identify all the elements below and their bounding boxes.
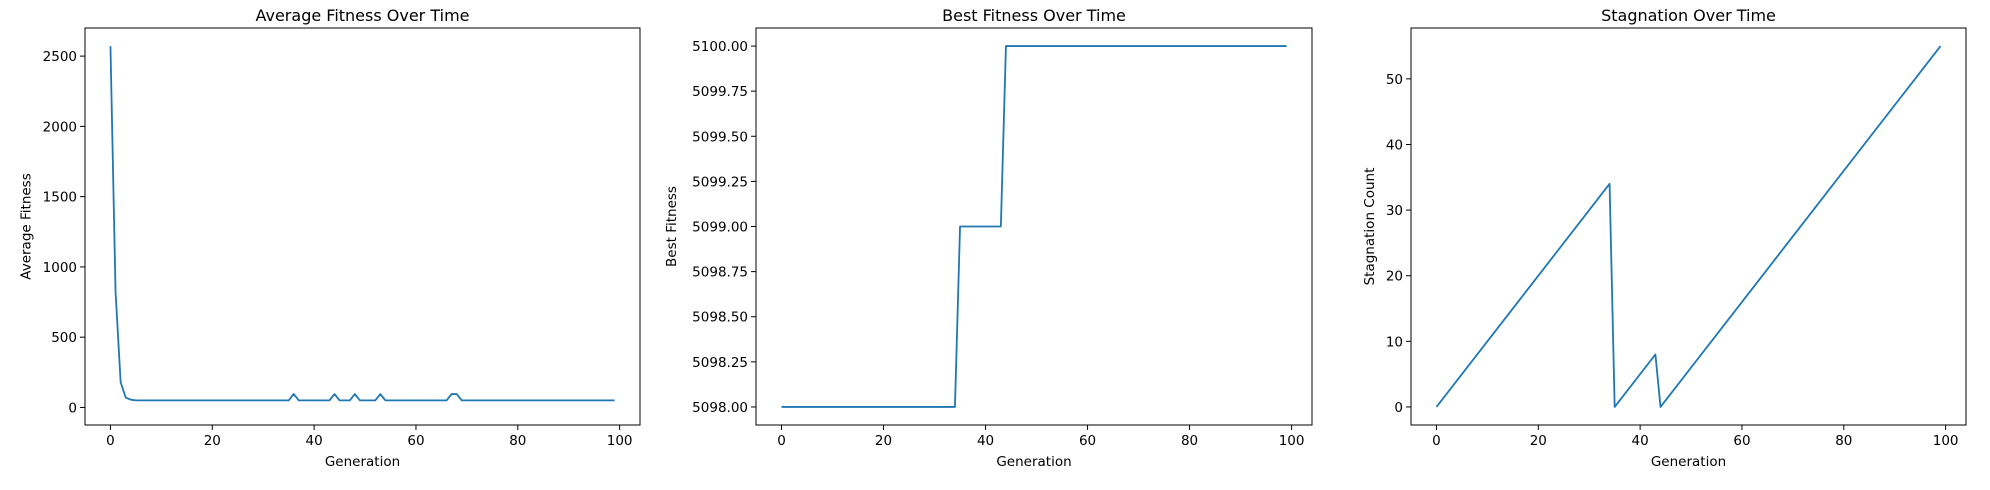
- series-line: [1435, 45, 1942, 408]
- x-axis-label: Generation: [1651, 454, 1726, 470]
- y-axis-label: Best Fitness: [664, 186, 680, 267]
- y-tick-label: 1500: [43, 190, 77, 206]
- x-tick-label: 60: [1079, 433, 1096, 449]
- y-tick-label: 30: [1386, 203, 1403, 219]
- plot-frame: [755, 27, 1313, 426]
- chart-title: Best Fitness Over Time: [942, 6, 1126, 25]
- x-tick-label: 0: [106, 433, 115, 449]
- x-tick-label: 60: [1733, 433, 1750, 449]
- y-tick-label: 10: [1386, 334, 1403, 350]
- x-tick-label: 100: [1933, 433, 1959, 449]
- x-tick-label: 0: [777, 433, 786, 449]
- x-tick-label: 100: [1279, 433, 1305, 449]
- y-tick-label: 5098.75: [692, 265, 748, 281]
- chart-title: Stagnation Over Time: [1601, 6, 1776, 25]
- y-tick-label: 40: [1386, 137, 1403, 153]
- y-tick-label: 5100.00: [692, 39, 748, 55]
- y-tick-label: 1000: [43, 260, 77, 276]
- plot-frame: [1410, 27, 1967, 426]
- y-tick-label: 5099.25: [692, 174, 748, 190]
- y-tick-label: 500: [51, 330, 77, 346]
- x-tick-label: 60: [407, 433, 424, 449]
- y-tick-label: 5099.50: [692, 129, 748, 145]
- x-tick-label: 100: [607, 433, 633, 449]
- x-axis-label: Generation: [996, 454, 1071, 470]
- y-tick-label: 2500: [43, 49, 77, 65]
- plot-frame: [84, 27, 641, 426]
- x-tick-label: 20: [1530, 433, 1547, 449]
- x-tick-label: 40: [306, 433, 323, 449]
- series-line: [781, 45, 1287, 408]
- x-tick-label: 40: [977, 433, 994, 449]
- y-tick-label: 0: [1394, 400, 1403, 416]
- y-tick-label: 0: [68, 400, 77, 416]
- x-tick-label: 20: [204, 433, 221, 449]
- x-tick-label: 0: [1432, 433, 1441, 449]
- x-axis-label: Generation: [325, 454, 400, 470]
- chart-title: Average Fitness Over Time: [255, 6, 469, 25]
- chart-panel-1: 0 20 40 60 80 10005001000150020002500Average …: [19, 6, 641, 470]
- y-tick-label: 5098.00: [692, 400, 748, 416]
- chart-panel-2: 0 20 40 60 80 100 5098.00 5098.25 5098.50 5098.75…: [664, 6, 1313, 470]
- y-tick-label: 50: [1386, 72, 1403, 88]
- x-tick-label: 20: [875, 433, 892, 449]
- y-tick-label: 20: [1386, 269, 1403, 285]
- y-tick-label: 5098.25: [692, 355, 748, 371]
- y-axis-label: Average Fitness: [19, 173, 35, 279]
- x-tick-label: 80: [1835, 433, 1852, 449]
- y-tick-label: 5098.50: [692, 310, 748, 326]
- series-line: [109, 46, 615, 402]
- y-tick-label: 2000: [43, 119, 77, 135]
- chart-panel-3: 0 20 40 60 80 100 0 10 20 30 40 50 Stagnation Over T…: [1362, 6, 1967, 470]
- y-tick-label: 5099.75: [692, 84, 748, 100]
- x-tick-label: 80: [509, 433, 526, 449]
- y-tick-label: 5099.00: [692, 220, 748, 236]
- x-tick-label: 40: [1632, 433, 1649, 449]
- y-axis-label: Stagnation Count: [1362, 168, 1378, 286]
- x-tick-label: 80: [1181, 433, 1198, 449]
